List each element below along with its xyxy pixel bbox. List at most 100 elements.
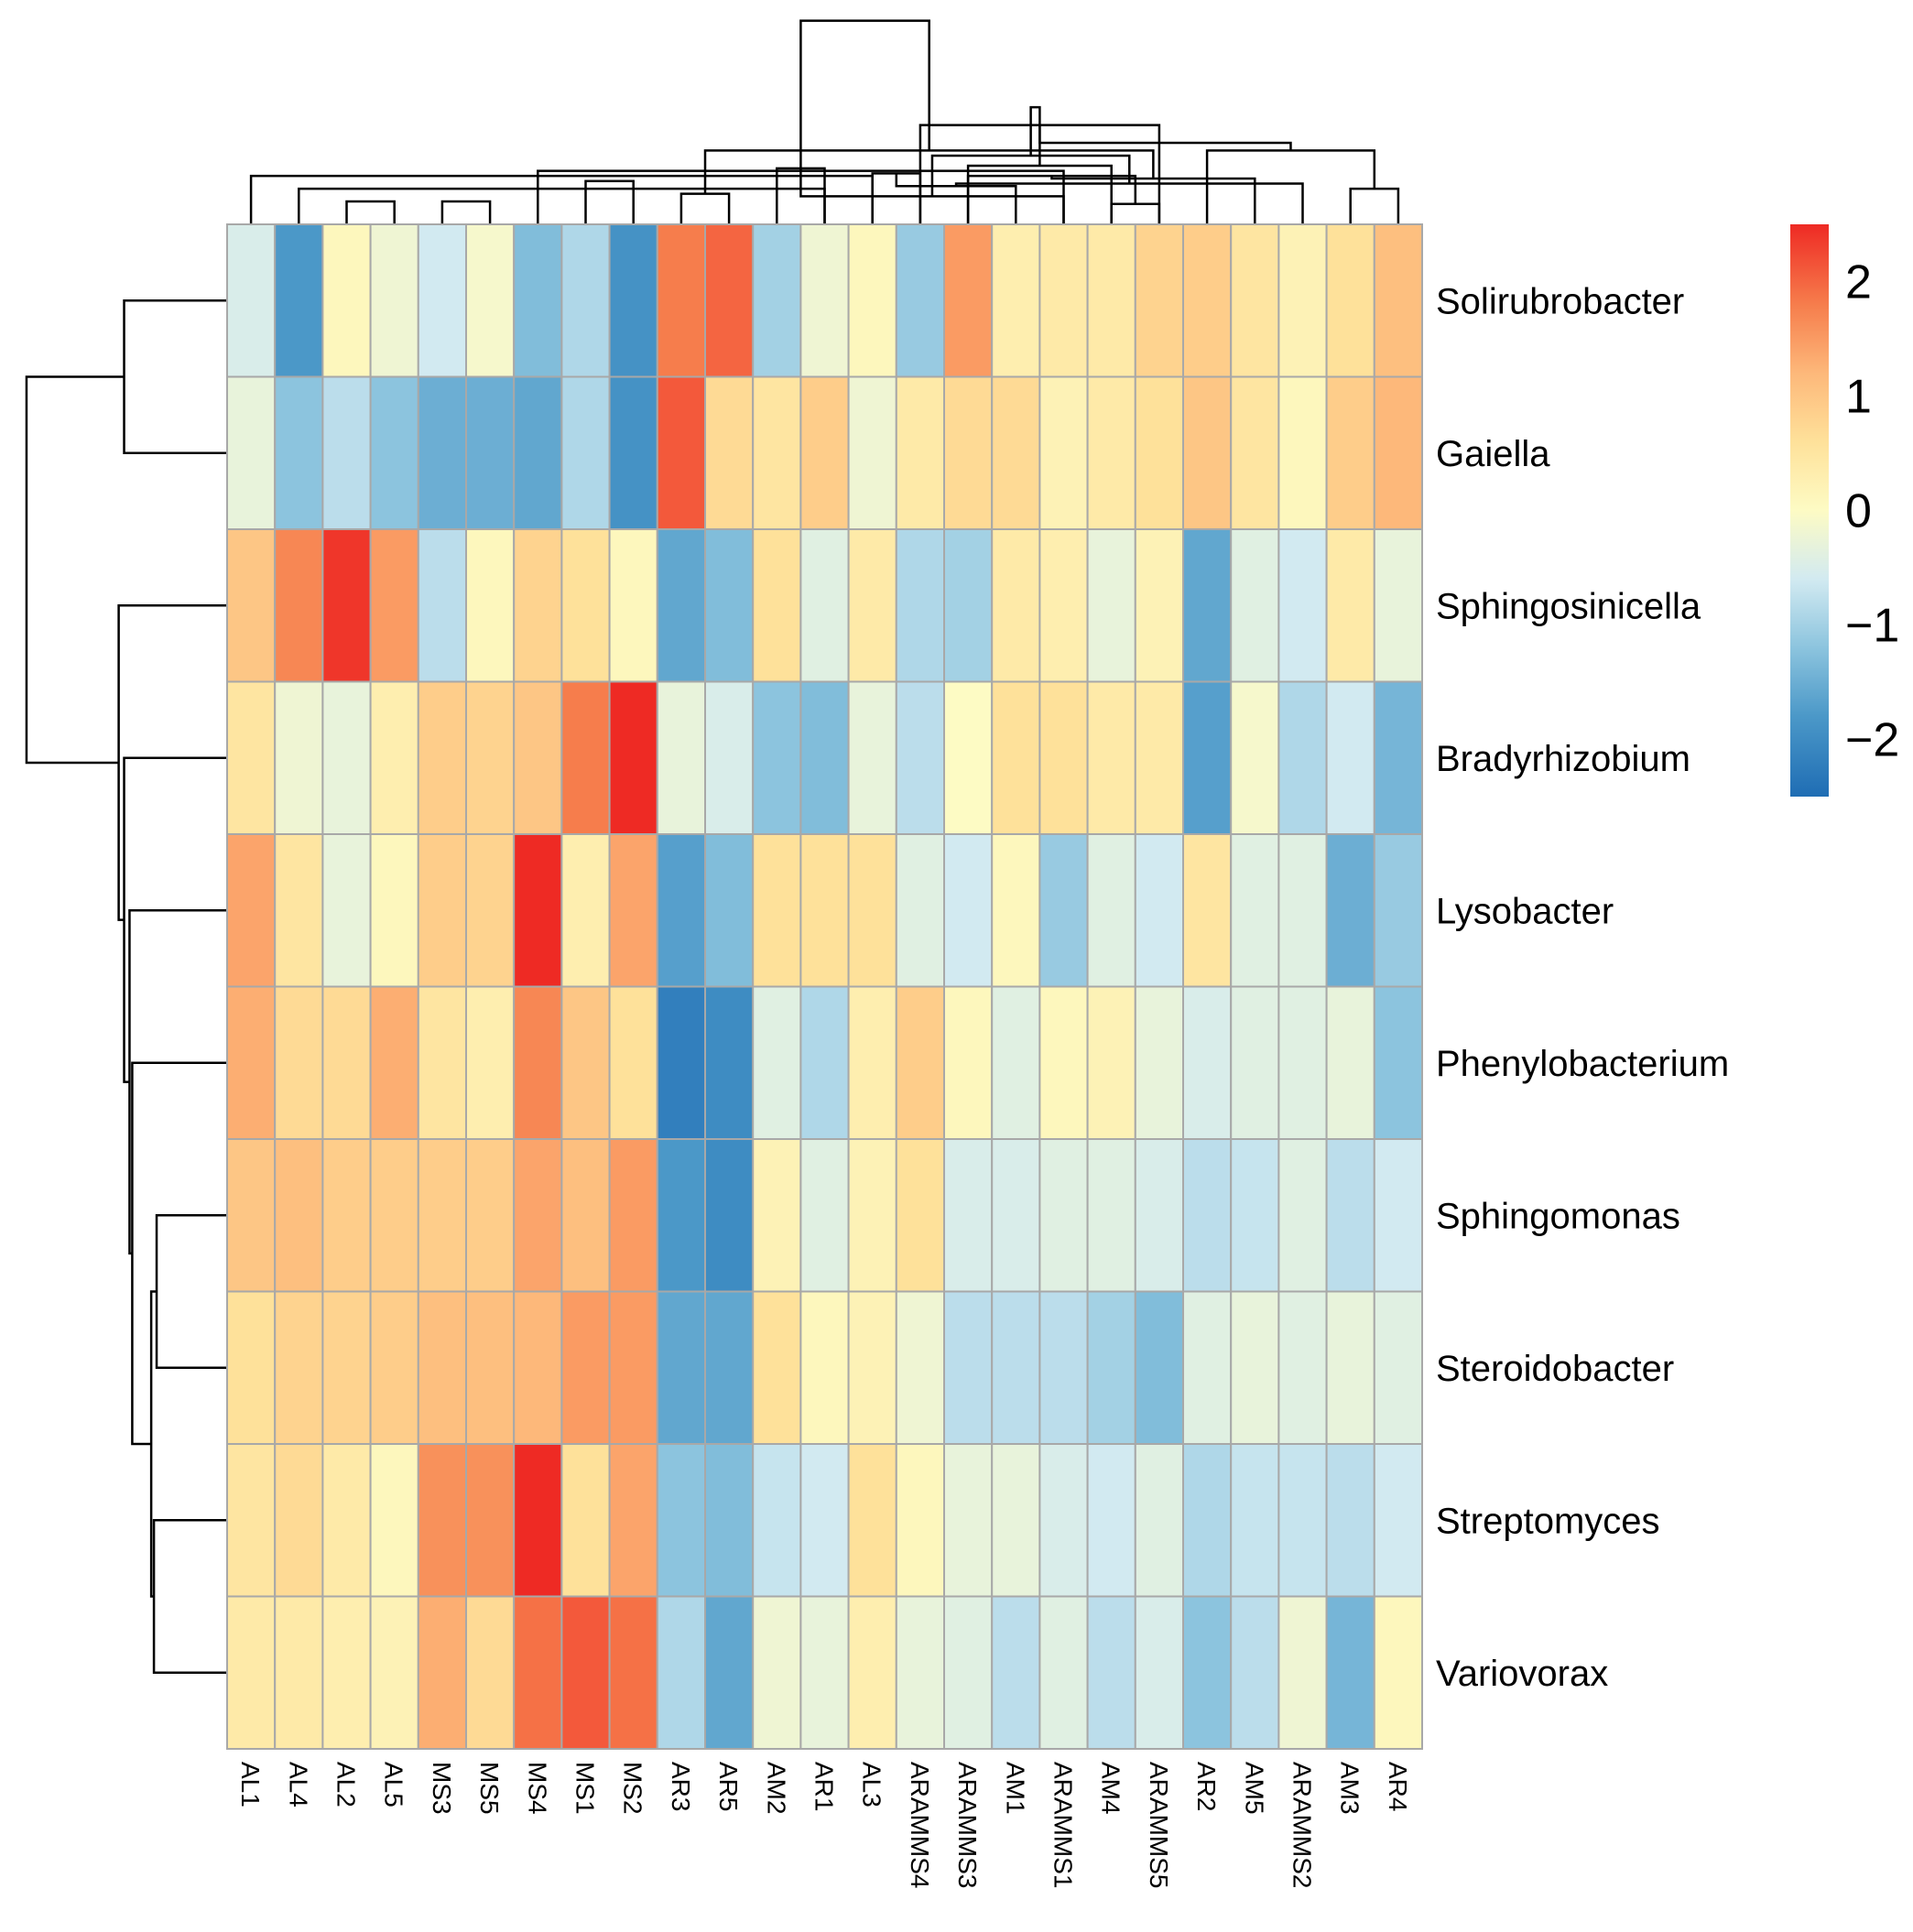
dendrogram-branch — [249, 174, 874, 224]
heatmap-cell — [1086, 1443, 1136, 1598]
heatmap-cell — [704, 1595, 755, 1750]
column-label: MS5 — [475, 1762, 504, 1815]
heatmap-cell — [465, 1138, 516, 1293]
heatmap-cell — [847, 375, 897, 530]
heatmap-cell — [321, 375, 372, 530]
column-label: AL2 — [332, 1762, 361, 1807]
heatmap-cell — [1230, 223, 1280, 378]
heatmap-cell — [799, 680, 850, 835]
heatmap-cell — [1277, 223, 1328, 378]
heatmap-cell — [1038, 1443, 1089, 1598]
dendrogram-branch — [155, 1214, 227, 1369]
heatmap-cell — [847, 985, 897, 1140]
heatmap-cell — [656, 223, 706, 378]
dendrogram-branch — [440, 200, 492, 224]
heatmap-cell — [1182, 985, 1233, 1140]
heatmap-cell — [1277, 1443, 1328, 1598]
heatmap-cell — [752, 1290, 802, 1445]
heatmap-cell — [1086, 223, 1136, 378]
heatmap-cell — [799, 1290, 850, 1445]
column-dendrogram — [249, 19, 1400, 224]
heatmap-cell — [1230, 680, 1280, 835]
heatmap-cell — [560, 1443, 611, 1598]
heatmap-cell — [321, 833, 372, 988]
heatmap-cell — [465, 223, 516, 378]
row-label: Sphingosinicella — [1436, 586, 1701, 626]
heatmap-cell — [1182, 1290, 1233, 1445]
heatmap-cell — [1325, 1138, 1375, 1293]
heatmap-cell — [847, 528, 897, 683]
heatmap-cell — [321, 680, 372, 835]
heatmap-cell — [1086, 375, 1136, 530]
heatmap-cell — [895, 1595, 945, 1750]
heatmap-cell — [274, 985, 324, 1140]
heatmap-cell — [1373, 985, 1424, 1140]
heatmap-cell — [465, 528, 516, 683]
heatmap-cell — [560, 833, 611, 988]
heatmap-cell — [513, 1443, 563, 1598]
heatmap-cell — [369, 223, 419, 378]
heatmap-cell — [274, 1290, 324, 1445]
heatmap-cell — [608, 985, 658, 1140]
column-label: AR2 — [1192, 1762, 1221, 1811]
row-label: Solirubrobacter — [1436, 281, 1684, 321]
heatmap-cell — [1277, 680, 1328, 835]
heatmap-cell — [1182, 223, 1233, 378]
heatmap-cell — [752, 223, 802, 378]
heatmap-cell — [226, 1443, 277, 1598]
heatmap-cell — [656, 1443, 706, 1598]
heatmap-cell — [847, 223, 897, 378]
heatmap-cell — [513, 833, 563, 988]
heatmap-cell — [991, 223, 1041, 378]
heatmap-cell — [417, 1138, 467, 1293]
heatmap-cell — [1038, 528, 1089, 683]
column-label: MS4 — [523, 1762, 551, 1815]
heatmap-cell — [321, 1595, 372, 1750]
heatmap-cell — [799, 1443, 850, 1598]
heatmap-cell — [560, 985, 611, 1140]
heatmap-cell — [226, 1290, 277, 1445]
heatmap-cell — [274, 1138, 324, 1293]
heatmap-cell — [895, 375, 945, 530]
heatmap-cell — [1373, 223, 1424, 378]
dendrogram-branch — [117, 604, 227, 921]
heatmap-cell — [704, 985, 755, 1140]
column-label: AL5 — [380, 1762, 408, 1807]
dendrogram-branch — [123, 299, 227, 454]
heatmap-cell — [704, 1443, 755, 1598]
heatmap-cell — [1182, 375, 1233, 530]
heatmap-cell — [943, 223, 994, 378]
heatmap-cell — [513, 985, 563, 1140]
heatmap-cell — [274, 833, 324, 988]
row-label: Gaiella — [1436, 434, 1550, 474]
heatmap-cell — [417, 375, 467, 530]
legend-tick-label: −2 — [1845, 714, 1899, 767]
heatmap-cell — [274, 1443, 324, 1598]
heatmap-cell — [1373, 1443, 1424, 1598]
heatmap-cell — [513, 528, 563, 683]
heatmap-cell — [752, 833, 802, 988]
heatmap-cell — [1038, 833, 1089, 988]
heatmap-cell — [560, 680, 611, 835]
column-label: AR5 — [714, 1762, 743, 1811]
heatmap-cell — [1086, 528, 1136, 683]
legend-tick-label: −1 — [1845, 600, 1899, 653]
heatmap-cell — [1230, 1595, 1280, 1750]
heatmap-cell — [943, 985, 994, 1140]
legend-tick-label: 1 — [1845, 371, 1872, 424]
heatmap-cell — [608, 1443, 658, 1598]
heatmap-cell — [417, 1443, 467, 1598]
heatmap-cell — [991, 1595, 1041, 1750]
heatmap-cell — [1182, 833, 1233, 988]
heatmap-cell — [752, 985, 802, 1140]
heatmap-cell — [1134, 1138, 1185, 1293]
heatmap-cell — [226, 985, 277, 1140]
heatmap-cell — [704, 833, 755, 988]
heatmap-cell — [369, 375, 419, 530]
dendrogram-branch — [679, 192, 731, 224]
heatmap-cell — [1134, 1595, 1185, 1750]
heatmap-cell — [608, 528, 658, 683]
dendrogram-branch — [128, 909, 227, 1255]
color-legend: 2 1 0 −1 −2 — [1790, 224, 1899, 797]
heatmap-cell — [560, 1138, 611, 1293]
